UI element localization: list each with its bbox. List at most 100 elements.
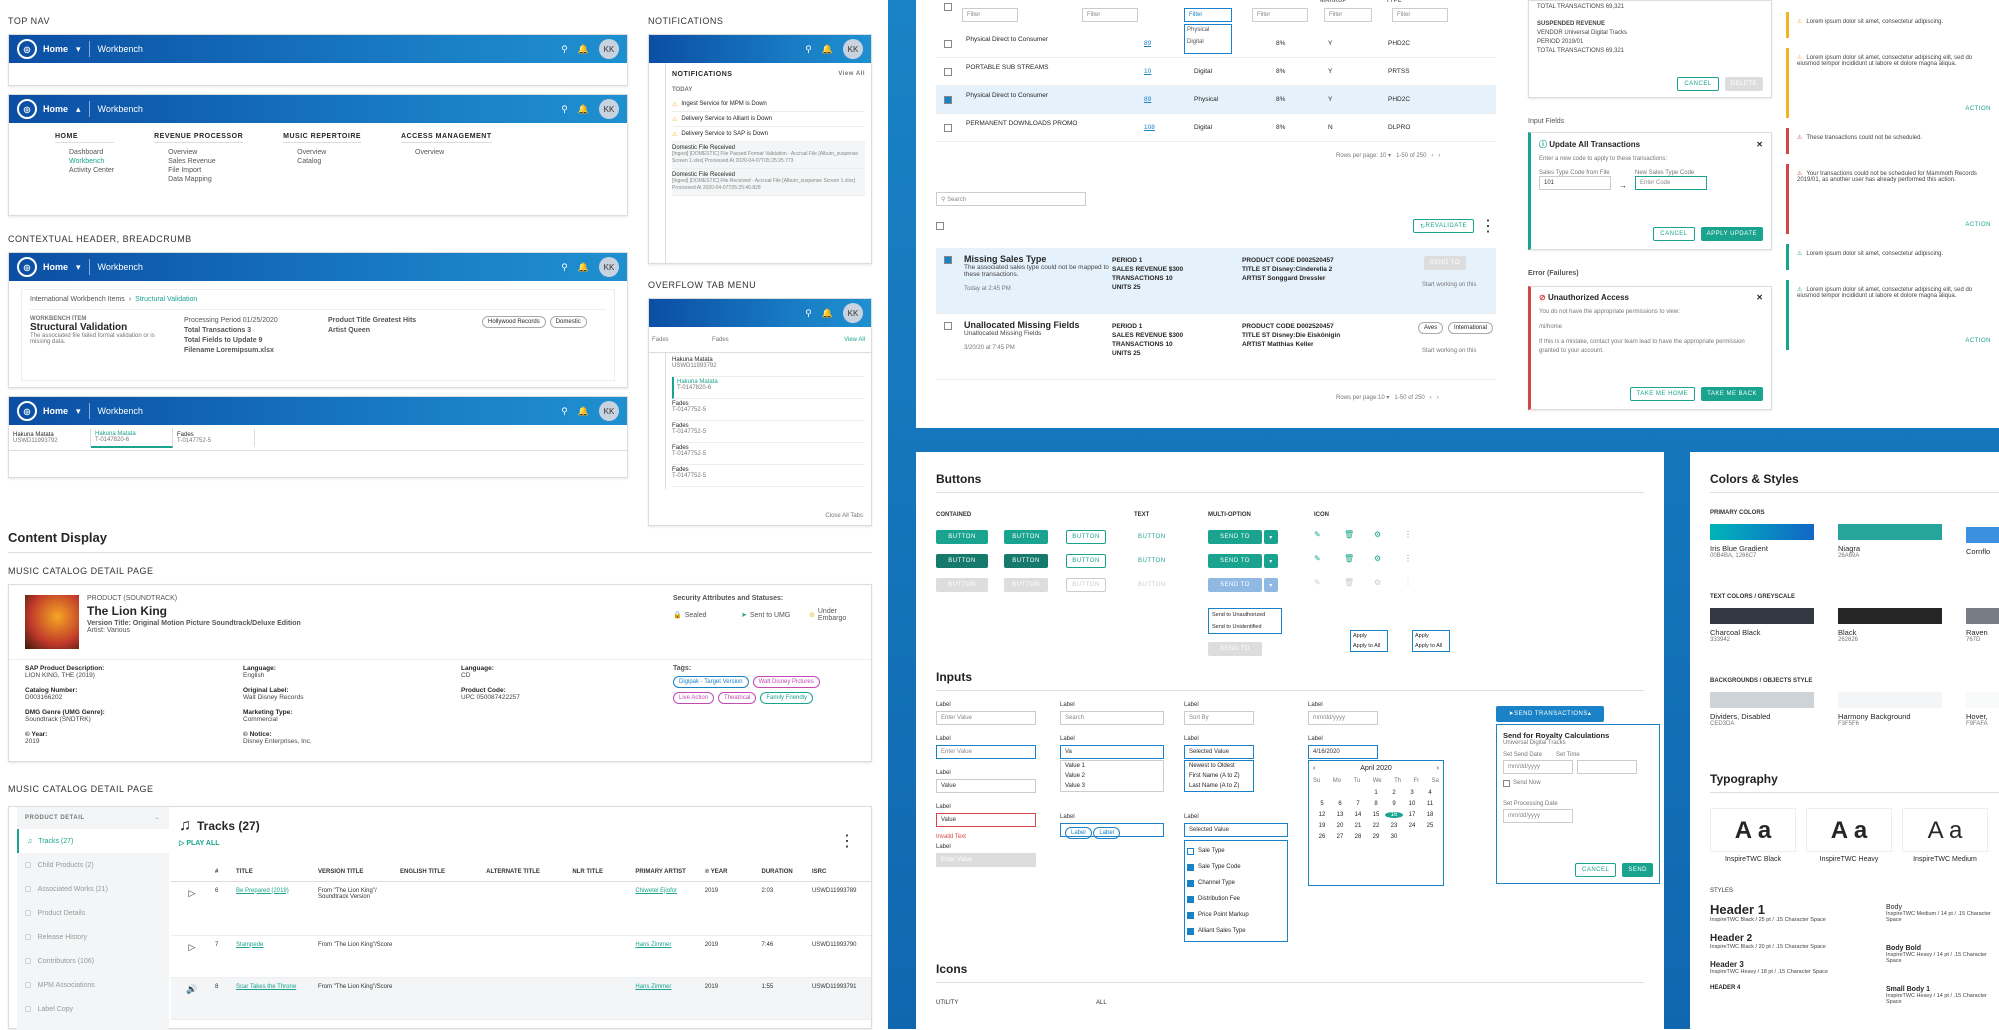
table-row[interactable]: 🔊 8 Scar Takes the Throne From "The Lion Ki… xyxy=(171,977,871,1019)
outline-button[interactable]: BUTTON xyxy=(1066,530,1106,544)
calendar-day[interactable]: 27 xyxy=(1336,834,1344,840)
avatar[interactable]: KK xyxy=(599,39,619,59)
filter-input[interactable]: Filter xyxy=(1324,8,1372,22)
mega-menu-item[interactable]: Data Mapping xyxy=(168,176,212,183)
mega-menu-item[interactable]: Dashboard xyxy=(69,149,104,156)
view-all-tabs[interactable]: View All xyxy=(844,336,865,343)
new-code-field[interactable]: Enter Code xyxy=(1635,176,1707,190)
split-button[interactable]: SEND TO xyxy=(1208,578,1262,592)
more-icon[interactable]: ⋮ xyxy=(839,833,855,850)
home-menu[interactable]: Home xyxy=(43,104,69,114)
send-menu-option[interactable]: Send to Unidentified xyxy=(1212,624,1262,630)
column-header[interactable]: TITLE xyxy=(236,868,253,875)
send-transactions-button[interactable]: ➤ SEND TRANSACTIONS ▴ xyxy=(1496,705,1604,722)
start-working-toggle[interactable]: Start working on this xyxy=(1422,282,1477,288)
row-checkbox[interactable] xyxy=(944,40,952,48)
autocomplete-input[interactable]: Va xyxy=(1060,745,1164,759)
calendar-day[interactable]: 14 xyxy=(1354,812,1362,818)
overflow-item[interactable]: Hakuna Matata T-0147820-6 xyxy=(672,377,865,399)
calendar-day[interactable]: 11 xyxy=(1426,801,1434,807)
checkbox-option[interactable]: Sale Type xyxy=(1187,843,1285,859)
take-me-back-button[interactable]: TAKE ME BACK xyxy=(1701,387,1763,401)
collapse-icon[interactable]: ← xyxy=(154,815,161,821)
close-icon[interactable]: ✕ xyxy=(1756,140,1763,149)
sort-option[interactable]: First Name (A to Z) xyxy=(1189,773,1240,779)
bell-icon[interactable]: 🔔 xyxy=(577,405,589,416)
chip[interactable]: Label xyxy=(1065,827,1092,839)
calendar-day[interactable]: 22 xyxy=(1372,823,1380,829)
tab[interactable]: Hakuna Matata USWD11993792 xyxy=(9,428,91,447)
view-all-link[interactable]: View All xyxy=(838,71,865,77)
send-date-input[interactable]: mm/dd/yyyy xyxy=(1503,759,1573,774)
text-button[interactable]: BUTTON xyxy=(1138,534,1166,540)
checkbox[interactable] xyxy=(1187,911,1194,919)
multi-select[interactable]: Selected Value xyxy=(1184,823,1288,837)
more-icon[interactable]: ⋮ xyxy=(1404,530,1412,539)
contained-button[interactable]: BUTTON xyxy=(936,530,988,544)
send-now-checkbox[interactable] xyxy=(1503,779,1510,787)
start-working-toggle[interactable]: Start working on this xyxy=(1422,348,1477,354)
row-checkbox[interactable] xyxy=(944,96,952,104)
sidebar-item[interactable]: ▢ MPM Associations xyxy=(17,973,169,997)
text-input-error[interactable]: Value xyxy=(936,813,1036,827)
sort-select[interactable]: Sort By xyxy=(1184,711,1254,725)
prev-month-icon[interactable]: ‹ xyxy=(1313,765,1316,772)
notification-file[interactable]: Domestic File Received [Ingest] [DOMESTIC… xyxy=(672,169,865,196)
take-me-home-button[interactable]: TAKE ME HOME xyxy=(1629,387,1696,401)
card-checkbox[interactable] xyxy=(944,256,952,264)
contained-button[interactable]: BUTTON xyxy=(936,578,988,592)
contained-button[interactable]: BUTTON xyxy=(1004,578,1048,592)
mega-menu-item[interactable]: Activity Center xyxy=(69,167,115,174)
overflow-item[interactable]: Fades T-0147752-5 xyxy=(672,443,865,465)
calendar-day[interactable]: 2 xyxy=(1392,790,1396,796)
banner-action[interactable]: ACTION xyxy=(1965,106,1991,112)
calendar-day[interactable]: 17 xyxy=(1408,812,1416,818)
autocomplete-option[interactable]: Value 3 xyxy=(1065,783,1085,789)
table-cell[interactable]: Chiwetel Ejiofor xyxy=(635,887,678,894)
bell-icon[interactable]: 🔔 xyxy=(577,43,589,54)
calendar-day[interactable]: 19 xyxy=(1318,823,1326,829)
overflow-item[interactable]: Hakuna Matata USWD11993792 xyxy=(672,355,865,377)
trash-icon[interactable]: 🗑 xyxy=(1344,554,1355,563)
sidebar-item[interactable]: ▢ Label Copy xyxy=(17,997,169,1021)
autocomplete-option[interactable]: Value 2 xyxy=(1065,773,1085,779)
revalidate-button[interactable]: ↻ REVALIDATE xyxy=(1413,219,1474,233)
contained-button[interactable]: BUTTON xyxy=(1004,554,1048,568)
table-cell[interactable]: Hans Zimmer xyxy=(635,983,672,990)
column-header[interactable]: ISRC xyxy=(811,868,827,875)
search-icon[interactable]: ⚲ xyxy=(561,103,568,114)
search-input[interactable]: Search xyxy=(1060,711,1164,725)
column-header[interactable]: DURATION xyxy=(761,868,793,875)
overflow-tab[interactable]: Fades xyxy=(652,336,669,343)
from-field[interactable]: 101 xyxy=(1539,176,1611,190)
grid-cell[interactable]: 108 xyxy=(1144,124,1155,131)
tag-chip[interactable]: Walt Disney Pictures xyxy=(752,676,820,688)
sidebar-item[interactable]: ▢ Associated Works (21) xyxy=(17,877,169,901)
cancel-button[interactable]: CANCEL xyxy=(1653,227,1695,241)
close-icon[interactable]: ✕ xyxy=(1756,293,1763,302)
filter-input[interactable]: Filter xyxy=(1184,8,1232,22)
select-open[interactable]: Selected Value xyxy=(1184,745,1254,759)
sort-option[interactable]: Newest to Oldest xyxy=(1189,763,1235,769)
home-menu[interactable]: Home xyxy=(43,44,69,54)
calendar-day[interactable]: 26 xyxy=(1318,834,1326,840)
apply-option[interactable]: Apply xyxy=(1415,633,1429,639)
filter-input[interactable]: Filter xyxy=(1252,8,1308,22)
overflow-item[interactable]: Fades T-0147752-5 xyxy=(672,421,865,443)
tab[interactable]: Fades T-0147752-5 xyxy=(173,428,255,447)
checkbox-option[interactable]: Channel Type xyxy=(1187,875,1285,891)
sidebar-item[interactable]: ▢ Release History xyxy=(17,925,169,949)
tag-chip[interactable]: Family Friendly xyxy=(760,692,814,704)
calendar-day[interactable]: 28 xyxy=(1354,834,1362,840)
select-all-checkbox[interactable] xyxy=(936,222,944,230)
settings-icon[interactable]: ⚙ xyxy=(1374,530,1382,539)
checkbox[interactable] xyxy=(1187,895,1194,903)
settings-icon[interactable]: ⚙ xyxy=(1374,554,1382,563)
text-button[interactable]: BUTTON xyxy=(1138,582,1166,588)
calendar-day[interactable]: 7 xyxy=(1356,801,1360,807)
home-menu[interactable]: Home xyxy=(43,406,69,416)
split-button[interactable]: SEND TO xyxy=(1208,554,1262,568)
grid-cell[interactable]: 89 xyxy=(1144,40,1152,47)
bell-icon[interactable]: 🔔 xyxy=(821,43,833,54)
grid-cell[interactable]: 10 xyxy=(1144,68,1152,75)
